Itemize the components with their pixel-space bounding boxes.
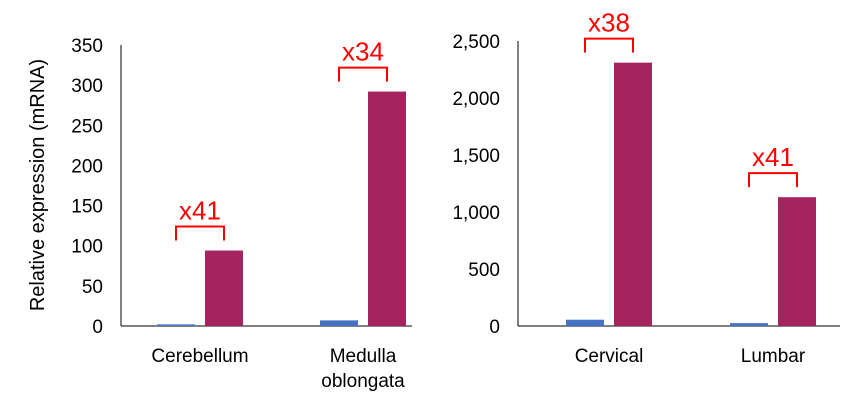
fold-change-bracket (338, 66, 388, 82)
y-tick-label: 1,500 (452, 146, 500, 167)
chart-panel-brain: 0 50 100 150 200 250 300 350 Cerebellum Medulla ob… (71, 36, 412, 392)
y-tick-label: 500 (468, 260, 500, 281)
y-tick-label: 50 (82, 277, 103, 298)
bar-magenta (205, 250, 243, 326)
y-tick-label: 200 (71, 156, 103, 177)
fold-change-label: x38 (588, 8, 630, 38)
bar-magenta (778, 197, 816, 326)
y-tick-label: 0 (489, 317, 500, 338)
x-category-label: Cervical (575, 346, 644, 367)
x-category-label: Medulla (330, 346, 397, 367)
bar-blue (566, 319, 604, 326)
x-category-label: oblongata (321, 371, 405, 392)
bar-blue (320, 320, 358, 326)
fold-change-label: x41 (179, 196, 221, 226)
bar-magenta (368, 91, 406, 327)
fold-change-label: x41 (752, 142, 794, 172)
y-tick-label: 150 (71, 197, 103, 218)
y-tick-label: 2,500 (452, 32, 500, 53)
y-tick-label: 0 (92, 317, 103, 338)
y-tick-label: 250 (71, 116, 103, 137)
bar-blue (157, 324, 195, 326)
y-tick-label: 100 (71, 237, 103, 258)
y-tick-label: 350 (71, 36, 103, 57)
chart-panel-spinal-cord: 0 500 1,000 1,500 2,000 2,500 Cervical Lumbar x3… (452, 8, 840, 367)
y-tick-label: 1,000 (452, 203, 500, 224)
y-axis-label: Relative expression (mRNA) (27, 59, 49, 311)
y-tick-label: 300 (71, 76, 103, 97)
x-category-label: Cerebellum (151, 346, 248, 367)
fold-change-bracket (584, 37, 634, 53)
fold-change-bracket (748, 172, 798, 188)
x-category-label: Lumbar (741, 346, 806, 367)
fold-change-bracket (175, 225, 225, 241)
fold-change-label: x34 (342, 37, 384, 67)
bar-blue (730, 323, 768, 326)
bar-magenta (614, 62, 652, 326)
y-tick-label: 2,000 (452, 89, 500, 110)
